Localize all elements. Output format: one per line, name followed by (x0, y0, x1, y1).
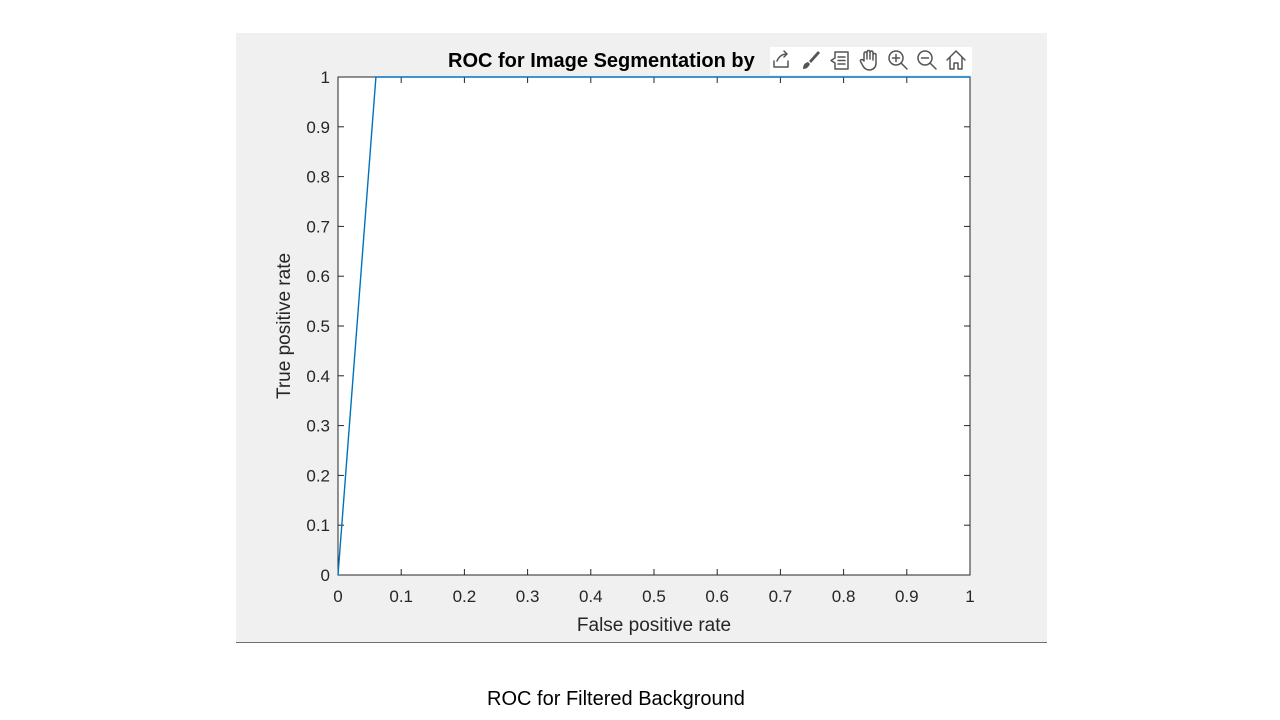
y-tick-label: 0.4 (306, 367, 330, 386)
x-axis-tick-labels: 0 0.1 0.2 0.3 0.4 0.5 0.6 0.7 0.8 0.9 1 (333, 587, 974, 606)
y-tick-label: 0.7 (306, 217, 330, 236)
x-tick-label: 0.8 (832, 587, 856, 606)
figure-caption: ROC for Filtered Background (487, 688, 745, 710)
y-tick-label: 0.2 (306, 466, 330, 485)
x-tick-label: 0.9 (895, 587, 919, 606)
x-tick-label: 0.5 (642, 587, 666, 606)
x-tick-label: 0.4 (579, 587, 603, 606)
brush-icon[interactable] (803, 51, 820, 69)
x-tick-label: 0.3 (516, 587, 540, 606)
figure-bottom-border (236, 642, 1047, 643)
roc-chart: 0 0.1 0.2 0.3 0.4 0.5 0.6 0.7 0.8 0.9 1 0 0.1 0.2 0.3… (274, 47, 975, 636)
chart-title: ROC for Image Segmentation by (448, 50, 756, 72)
export-icon[interactable] (773, 50, 789, 68)
y-axis-tick-labels: 0 0.1 0.2 0.3 0.4 0.5 0.6 0.7 0.8 0.9 1 (306, 68, 330, 585)
y-tick-label: 0 (321, 566, 330, 585)
x-tick-label: 0.1 (389, 587, 413, 606)
x-tick-label: 0.2 (453, 587, 477, 606)
y-tick-label: 1 (321, 68, 330, 87)
y-tick-label: 0.5 (306, 317, 330, 336)
pan-icon[interactable] (859, 49, 877, 71)
x-tick-label: 0.7 (769, 587, 793, 606)
x-axis-label: False positive rate (577, 615, 731, 636)
home-icon[interactable] (946, 50, 966, 70)
roc-curve-line (337, 76, 970, 576)
y-axis-label: True positive rate (274, 253, 295, 399)
y-tick-label: 0.6 (306, 267, 330, 286)
x-tick-label: 0.6 (705, 587, 729, 606)
figure-window: 0 0.1 0.2 0.3 0.4 0.5 0.6 0.7 0.8 0.9 1 0 0.1 0.2 0.3… (236, 33, 1047, 642)
y-tick-label: 0.9 (306, 118, 330, 137)
y-tick-label: 0.1 (306, 516, 330, 535)
x-tick-label: 1 (965, 587, 974, 606)
series-layer (337, 76, 970, 576)
plot-area (337, 76, 971, 576)
y-tick-label: 0.8 (306, 168, 330, 187)
data-tips-icon[interactable] (830, 51, 849, 70)
y-tick-label: 0.3 (306, 417, 330, 436)
zoom-out-icon[interactable] (917, 50, 937, 70)
x-tick-label: 0 (333, 587, 342, 606)
axes-toolbar (770, 47, 972, 75)
zoom-in-icon[interactable] (888, 50, 908, 70)
